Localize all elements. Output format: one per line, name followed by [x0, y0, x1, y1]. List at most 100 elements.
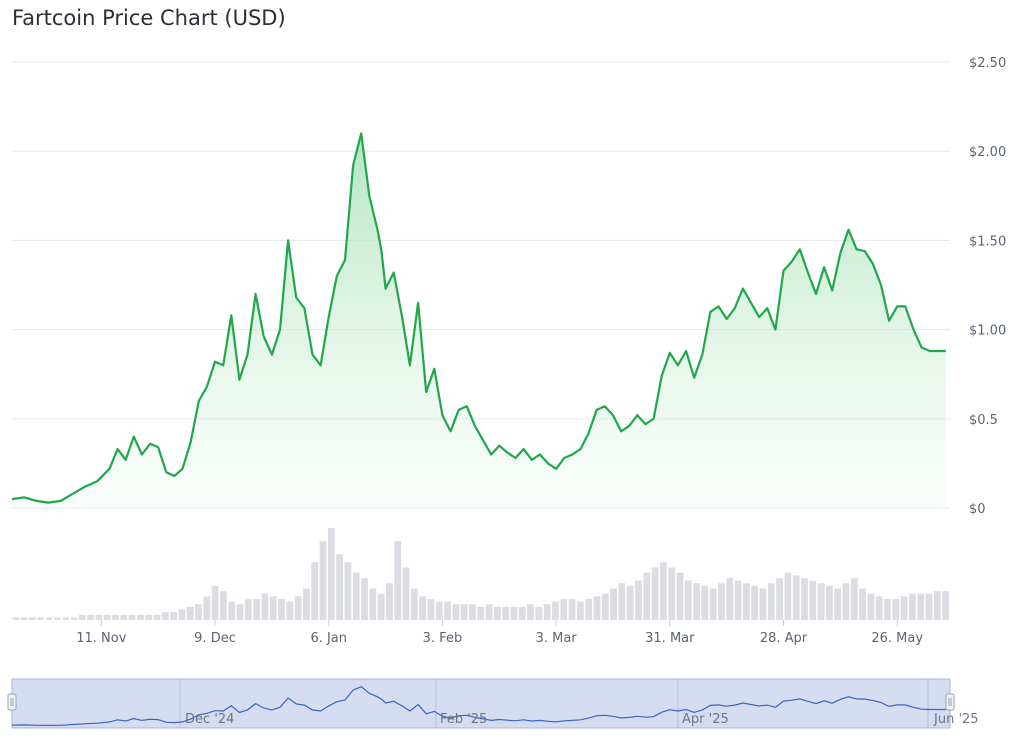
price-point[interactable] [846, 228, 850, 232]
price-point[interactable] [692, 376, 696, 380]
price-point[interactable] [384, 287, 388, 291]
price-point[interactable] [936, 349, 940, 353]
price-point[interactable] [213, 360, 217, 364]
price-point[interactable] [319, 363, 323, 367]
price-point[interactable] [10, 497, 14, 501]
price-point[interactable] [863, 249, 867, 253]
price-point[interactable] [676, 363, 680, 367]
price-point[interactable] [380, 249, 384, 253]
range-navigator[interactable]: Dec '24 Feb '25 Apr '25 Jun '25 [7, 678, 979, 729]
price-point[interactable] [570, 452, 574, 456]
price-point[interactable] [530, 458, 534, 462]
price-point[interactable] [116, 447, 120, 451]
price-point[interactable] [124, 458, 128, 462]
navigator-handle-right[interactable] [945, 693, 955, 711]
price-point[interactable] [749, 301, 753, 305]
price-point[interactable] [522, 447, 526, 451]
price-point[interactable] [911, 328, 915, 332]
price-point[interactable] [920, 345, 924, 349]
price-point[interactable] [855, 247, 859, 251]
price-point[interactable] [440, 413, 444, 417]
price-point[interactable] [246, 353, 250, 357]
price-point[interactable] [773, 328, 777, 332]
price-point[interactable] [140, 452, 144, 456]
price-point[interactable] [107, 467, 111, 471]
price-point[interactable] [643, 422, 647, 426]
price-point[interactable] [489, 452, 493, 456]
price-point[interactable] [830, 288, 834, 292]
price-point[interactable] [148, 442, 152, 446]
price-point[interactable] [327, 315, 331, 319]
price-point[interactable] [132, 435, 136, 439]
price-point[interactable] [83, 485, 87, 489]
price-point[interactable] [181, 467, 185, 471]
price-point[interactable] [481, 438, 485, 442]
price-point[interactable] [725, 317, 729, 321]
price-point[interactable] [903, 304, 907, 308]
price-point[interactable] [708, 310, 712, 314]
price-point[interactable] [205, 385, 209, 389]
price-point[interactable] [359, 131, 363, 135]
price-point[interactable] [741, 287, 745, 291]
price-point[interactable] [416, 301, 420, 305]
price-point[interactable] [587, 431, 591, 435]
price-point[interactable] [310, 353, 314, 357]
price-point[interactable] [424, 390, 428, 394]
price-point[interactable] [497, 444, 501, 448]
price-point[interactable] [554, 467, 558, 471]
price-point[interactable] [47, 501, 51, 505]
price-point[interactable] [635, 413, 639, 417]
price-point[interactable] [595, 408, 599, 412]
price-point[interactable] [505, 451, 509, 455]
price-point[interactable] [806, 271, 810, 275]
price-point[interactable] [278, 328, 282, 332]
navigator-selection[interactable] [11, 678, 951, 729]
price-point[interactable] [578, 447, 582, 451]
price-point[interactable] [684, 349, 688, 353]
price-point[interactable] [432, 367, 436, 371]
price-point[interactable] [400, 313, 404, 317]
price-point[interactable] [335, 274, 339, 278]
price-point[interactable] [514, 456, 518, 460]
price-point[interactable] [928, 349, 932, 353]
price-point[interactable] [270, 353, 274, 357]
price-point[interactable] [871, 262, 875, 266]
price-point[interactable] [887, 319, 891, 323]
price-point[interactable] [457, 408, 461, 412]
price-point[interactable] [798, 247, 802, 251]
price-point[interactable] [733, 306, 737, 310]
price-point[interactable] [611, 413, 615, 417]
price-point[interactable] [546, 461, 550, 465]
price-point[interactable] [700, 353, 704, 357]
price-point[interactable] [838, 251, 842, 255]
price-point[interactable] [465, 404, 469, 408]
price-point[interactable] [343, 258, 347, 262]
price-point[interactable] [189, 440, 193, 444]
price-point[interactable] [895, 304, 899, 308]
price-point[interactable] [538, 452, 542, 456]
price-point[interactable] [164, 470, 168, 474]
price-point[interactable] [408, 363, 412, 367]
price-point[interactable] [156, 445, 160, 449]
price-point[interactable] [95, 479, 99, 483]
price-point[interactable] [822, 265, 826, 269]
price-point[interactable] [757, 315, 761, 319]
price-point[interactable] [34, 499, 38, 503]
price-point[interactable] [237, 378, 241, 382]
price-point[interactable] [197, 399, 201, 403]
price-point[interactable] [294, 295, 298, 299]
price-point[interactable] [262, 335, 266, 339]
price-point[interactable] [392, 271, 396, 275]
price-point[interactable] [449, 429, 453, 433]
price-point[interactable] [367, 194, 371, 198]
price-point[interactable] [254, 292, 258, 296]
price-point[interactable] [619, 429, 623, 433]
price-point[interactable] [562, 456, 566, 460]
price-point[interactable] [59, 499, 63, 503]
price-point[interactable] [668, 351, 672, 355]
price-point[interactable] [22, 495, 26, 499]
price-point[interactable] [71, 492, 75, 496]
price-point[interactable] [473, 424, 477, 428]
price-point[interactable] [229, 313, 233, 317]
